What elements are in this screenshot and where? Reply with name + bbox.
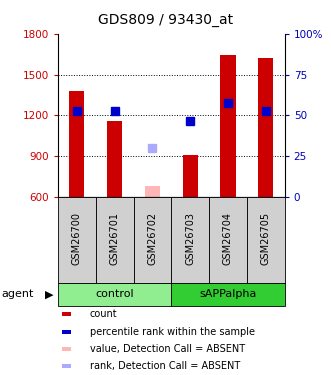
Text: GSM26703: GSM26703 — [185, 212, 195, 265]
Text: GSM26702: GSM26702 — [147, 212, 158, 265]
Bar — [58, 197, 96, 283]
Bar — [209, 197, 247, 283]
Text: GSM26704: GSM26704 — [223, 212, 233, 265]
Text: GDS809 / 93430_at: GDS809 / 93430_at — [98, 13, 233, 27]
Text: agent: agent — [2, 290, 34, 299]
Bar — [171, 197, 209, 283]
Text: sAPPalpha: sAPPalpha — [199, 290, 257, 299]
Bar — [183, 155, 198, 197]
Text: GSM26701: GSM26701 — [110, 212, 119, 265]
FancyBboxPatch shape — [63, 330, 71, 333]
Text: count: count — [90, 309, 117, 319]
FancyBboxPatch shape — [63, 347, 71, 351]
FancyBboxPatch shape — [63, 364, 71, 368]
Text: rank, Detection Call = ABSENT: rank, Detection Call = ABSENT — [90, 362, 240, 371]
FancyBboxPatch shape — [63, 312, 71, 316]
Text: ▶: ▶ — [45, 290, 53, 299]
Text: percentile rank within the sample: percentile rank within the sample — [90, 327, 255, 337]
Bar — [145, 186, 160, 197]
Bar — [247, 197, 285, 283]
Bar — [171, 283, 285, 306]
Bar — [96, 197, 133, 283]
Bar — [58, 283, 171, 306]
Bar — [258, 58, 273, 197]
Text: GSM26700: GSM26700 — [72, 212, 82, 265]
Text: GSM26705: GSM26705 — [261, 212, 271, 265]
Bar — [133, 197, 171, 283]
Bar — [69, 91, 84, 197]
Bar — [220, 56, 236, 197]
Text: value, Detection Call = ABSENT: value, Detection Call = ABSENT — [90, 344, 245, 354]
Text: control: control — [95, 290, 134, 299]
Bar — [107, 122, 122, 197]
